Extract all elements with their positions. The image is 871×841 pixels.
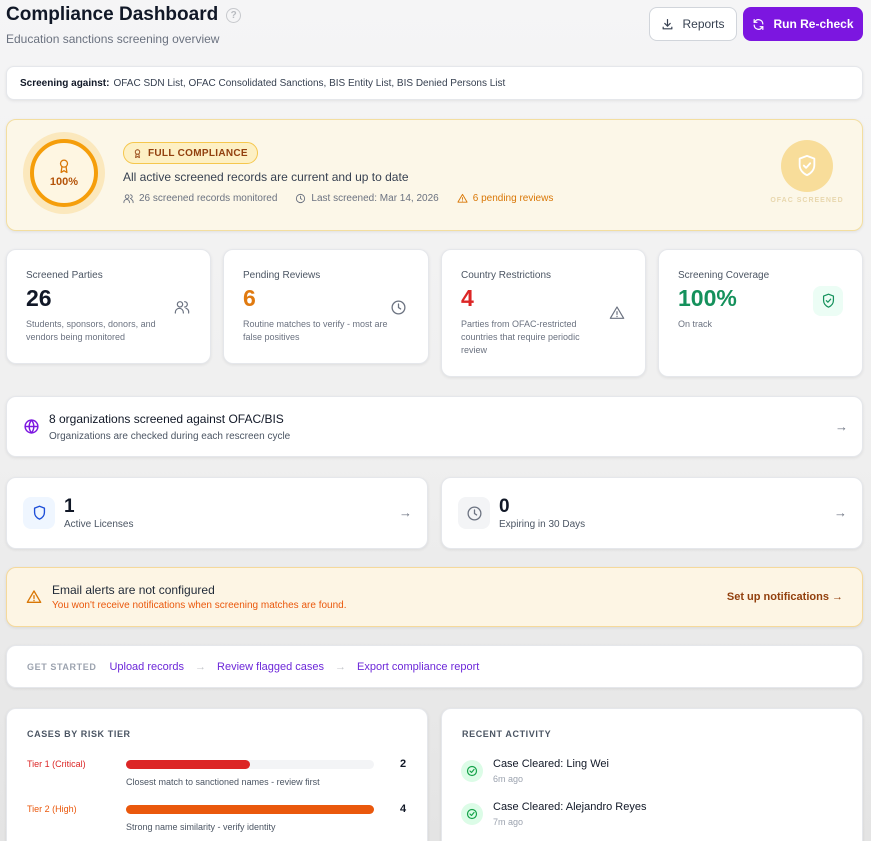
compliance-banner: 100% FULL COMPLIANCE All active screened… <box>6 119 863 231</box>
users-small-icon <box>123 193 134 204</box>
arrow-right-icon: → <box>834 505 847 520</box>
expiring-licenses-label: Expiring in 30 Days <box>499 519 586 530</box>
organizations-row[interactable]: 8 organizations screened against OFAC/BI… <box>6 396 863 457</box>
download-icon <box>661 18 674 31</box>
pending-reviews-link[interactable]: 6 pending reviews <box>472 193 554 204</box>
check-circle-icon <box>461 803 483 825</box>
stat-value: 100% <box>678 285 737 311</box>
page-subtitle: Education sanctions screening overview <box>6 32 220 46</box>
users-icon <box>167 292 197 322</box>
shield-icon <box>23 497 55 529</box>
recent-activity-title: RECENT ACTIVITY <box>462 729 552 739</box>
award-small-icon <box>133 148 142 159</box>
stat-card-screening-coverage[interactable]: Screening Coverage 100% On track <box>658 249 863 377</box>
chevron-right-icon: → <box>195 660 207 673</box>
ofac-seal <box>781 140 833 192</box>
get-started-label: GET STARTED <box>27 661 97 672</box>
compliance-percent: 100% <box>49 176 79 188</box>
activity-title[interactable]: Case Cleared: Alejandro Reyes <box>493 801 647 813</box>
clock-icon <box>383 292 413 322</box>
tier-count: 2 <box>400 758 407 770</box>
expiring-licenses-value: 0 <box>499 496 510 517</box>
clock-icon <box>458 497 490 529</box>
screening-lists: OFAC SDN List, OFAC Consolidated Sanctio… <box>113 77 506 89</box>
run-recheck-label: Run Re-check <box>773 17 854 31</box>
stat-desc: Students, sponsors, donors, and vendors … <box>26 319 156 342</box>
stat-value: 4 <box>461 285 474 311</box>
run-recheck-button[interactable]: Run Re-check <box>743 7 863 41</box>
activity-time: 6m ago <box>493 774 524 784</box>
chevron-right-icon: → <box>335 660 347 673</box>
compliance-message: All active screened records are current … <box>123 170 409 184</box>
activity-title[interactable]: Case Cleared: Ling Wei <box>493 758 609 770</box>
activity-time: 7m ago <box>493 817 524 827</box>
badge-text: FULL COMPLIANCE <box>148 147 248 159</box>
risk-tier-panel: CASES BY RISK TIER Tier 1 (Critical) 2 C… <box>6 708 428 841</box>
stat-card-pending-reviews[interactable]: Pending Reviews 6 Routine matches to ver… <box>223 249 429 364</box>
help-icon[interactable]: ? <box>226 7 242 23</box>
setup-notifications-link[interactable]: Set up notifications → <box>726 591 843 603</box>
award-icon <box>57 158 71 174</box>
tier-bar-fill <box>126 760 250 769</box>
screening-label: Screening against: <box>20 77 110 89</box>
review-flagged-cases-link[interactable]: Review flagged cases <box>217 660 325 673</box>
seal-label: OFAC SCREENED <box>770 197 844 204</box>
get-started-bar: GET STARTED Upload records → Review flag… <box>6 645 863 688</box>
globe-icon <box>23 418 40 435</box>
page-title-text: Compliance Dashboard <box>6 4 219 25</box>
records-monitored: 26 screened records monitored <box>139 193 278 204</box>
check-circle-icon <box>461 760 483 782</box>
shield-check-icon <box>813 286 843 316</box>
stat-label: Pending Reviews <box>243 270 321 281</box>
reports-label: Reports <box>682 17 725 31</box>
arrow-right-icon: → <box>835 419 848 434</box>
shield-check-seal-icon <box>796 154 818 178</box>
export-report-link[interactable]: Export compliance report <box>357 660 480 673</box>
stat-desc: Routine matches to verify - most are fal… <box>243 319 388 342</box>
stat-value: 6 <box>243 285 256 311</box>
expiring-licenses-card[interactable]: 0 Expiring in 30 Days → <box>441 477 863 549</box>
stat-value: 26 <box>26 285 52 311</box>
stat-desc: On track <box>678 319 713 329</box>
recent-activity-panel: RECENT ACTIVITY Case Cleared: Ling Wei 6… <box>441 708 863 841</box>
tier-bar-fill <box>126 805 374 814</box>
alert-title: Email alerts are not configured <box>52 583 215 597</box>
tier-bar <box>126 805 374 814</box>
stat-label: Screening Coverage <box>678 270 770 281</box>
refresh-icon <box>752 18 765 31</box>
active-licenses-value: 1 <box>64 496 75 517</box>
alert-triangle-icon <box>602 298 632 328</box>
warning-icon <box>26 589 42 605</box>
warning-small-icon <box>457 193 468 204</box>
tier-desc: Closest match to sanctioned names - revi… <box>126 777 320 787</box>
orgs-title: 8 organizations screened against OFAC/BI… <box>49 412 284 426</box>
last-screened: Last screened: Mar 14, 2026 <box>311 193 439 204</box>
arrow-right-icon: → <box>399 505 412 520</box>
email-alert-banner: Email alerts are not configured You won'… <box>6 567 863 627</box>
compliance-meta: 26 screened records monitored Last scree… <box>123 193 553 204</box>
page-title: Compliance Dashboard ? <box>6 4 242 26</box>
upload-records-link[interactable]: Upload records <box>109 660 185 673</box>
compliance-ring: 100% <box>23 132 105 214</box>
tier-count: 4 <box>400 803 407 815</box>
tier-name: Tier 2 (High) <box>27 804 77 814</box>
risk-tier-title: CASES BY RISK TIER <box>27 729 131 739</box>
screening-lists-bar: Screening against: OFAC SDN List, OFAC C… <box>6 66 863 100</box>
tier-desc: Strong name similarity - verify identity <box>126 822 276 832</box>
alert-subtitle: You won't receive notifications when scr… <box>52 600 347 611</box>
stat-desc: Parties from OFAC-restricted countries t… <box>461 319 580 355</box>
stat-label: Screened Parties <box>26 270 103 281</box>
full-compliance-badge: FULL COMPLIANCE <box>123 142 258 164</box>
reports-button[interactable]: Reports <box>649 7 737 41</box>
orgs-subtitle: Organizations are checked during each re… <box>49 431 291 442</box>
clock-small-icon <box>295 193 306 204</box>
stat-card-screened-parties[interactable]: Screened Parties 26 Students, sponsors, … <box>6 249 211 364</box>
active-licenses-label: Active Licenses <box>64 519 134 530</box>
stat-card-country-restrictions[interactable]: Country Restrictions 4 Parties from OFAC… <box>441 249 646 377</box>
active-licenses-card[interactable]: 1 Active Licenses → <box>6 477 428 549</box>
tier-bar <box>126 760 374 769</box>
tier-name: Tier 1 (Critical) <box>27 759 86 769</box>
stat-label: Country Restrictions <box>461 270 552 281</box>
